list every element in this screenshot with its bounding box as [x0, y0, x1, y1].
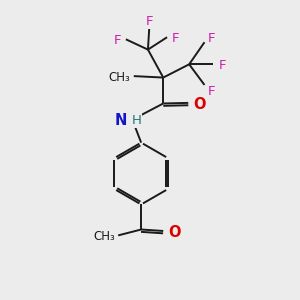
Text: O: O — [194, 97, 206, 112]
Text: CH₃: CH₃ — [93, 230, 115, 243]
Text: F: F — [219, 59, 226, 72]
Text: O: O — [169, 225, 181, 240]
Text: CH₃: CH₃ — [109, 71, 130, 84]
Text: F: F — [207, 32, 215, 45]
Text: F: F — [146, 15, 153, 28]
Text: H: H — [132, 114, 142, 127]
Text: F: F — [207, 85, 215, 98]
Text: F: F — [114, 34, 121, 47]
Text: N: N — [115, 113, 127, 128]
Text: F: F — [172, 32, 179, 45]
